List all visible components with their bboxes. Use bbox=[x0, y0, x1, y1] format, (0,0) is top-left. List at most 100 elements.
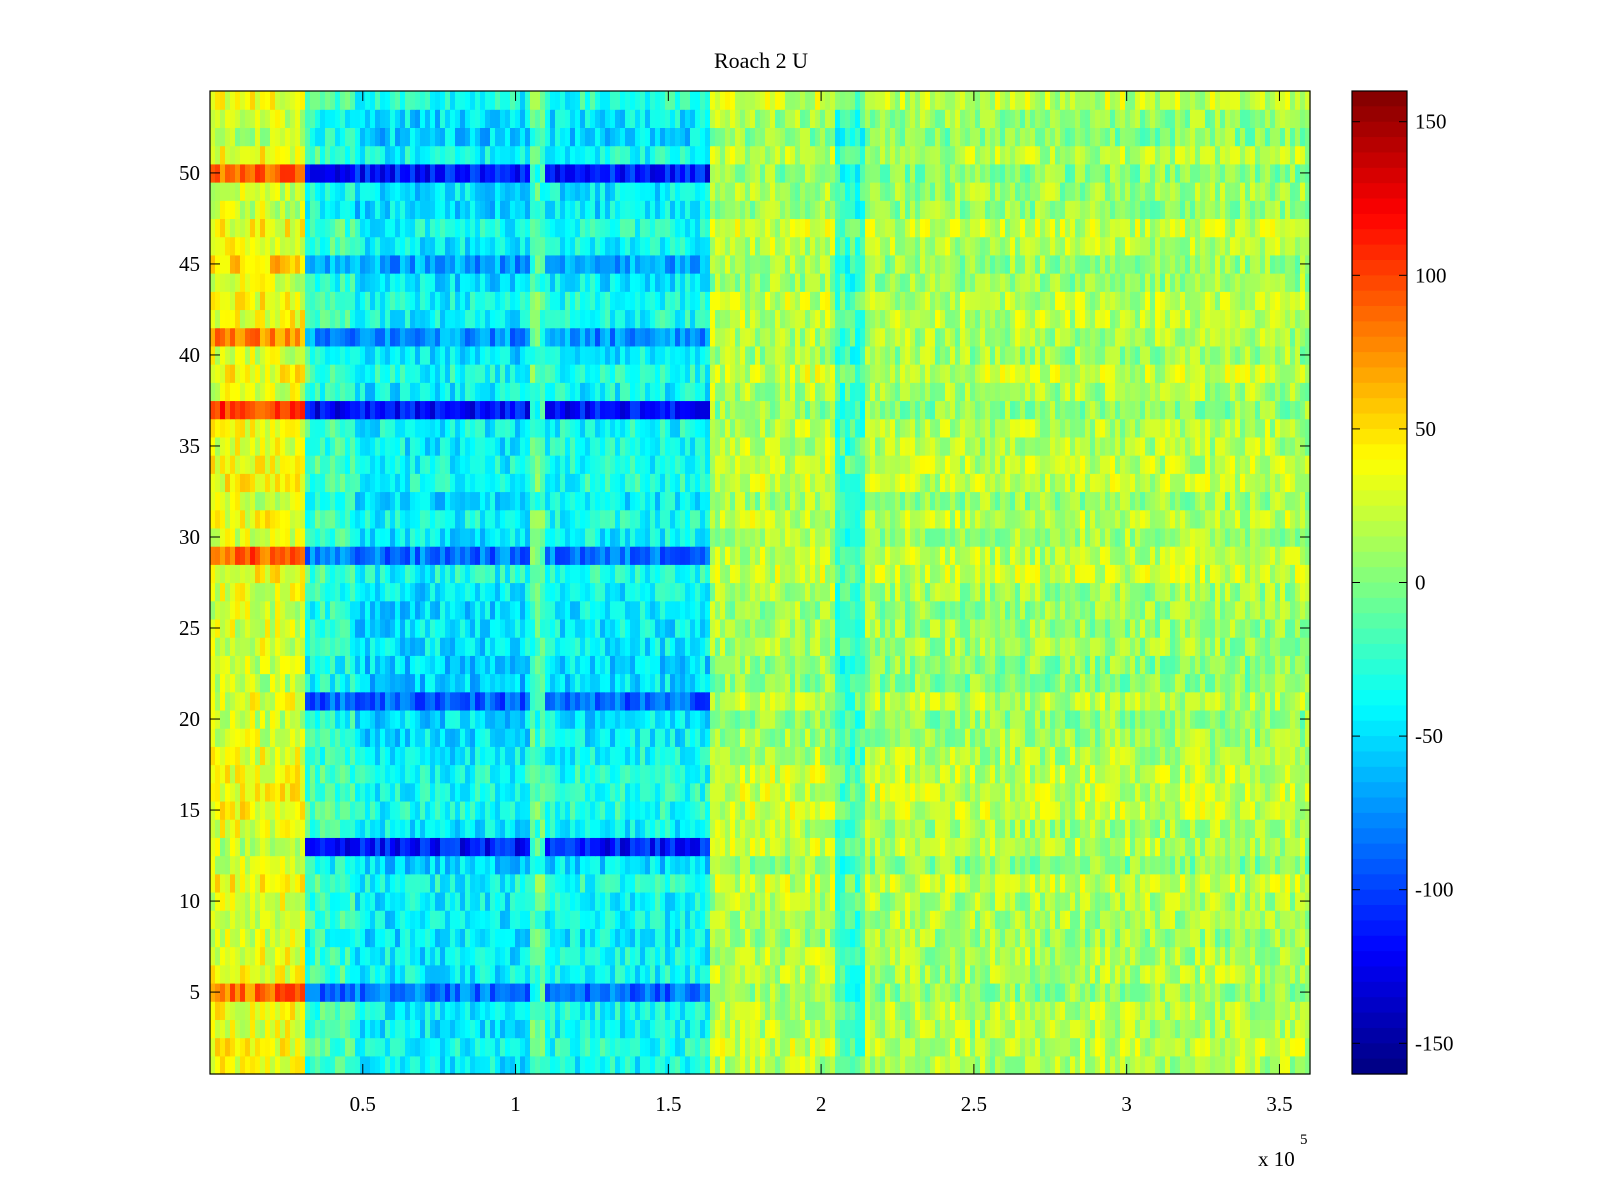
heatmap-cell bbox=[885, 800, 891, 820]
heatmap-cell bbox=[900, 982, 906, 1002]
heatmap-cell bbox=[895, 691, 901, 711]
heatmap-cell bbox=[470, 655, 476, 675]
heatmap-cell bbox=[305, 800, 311, 820]
heatmap-cell bbox=[500, 728, 506, 747]
heatmap-cell bbox=[735, 1019, 741, 1039]
heatmap-cell bbox=[1200, 764, 1206, 784]
heatmap-cell bbox=[435, 964, 441, 984]
heatmap-cell bbox=[590, 800, 596, 820]
heatmap-cell bbox=[1065, 837, 1071, 857]
heatmap-cell bbox=[470, 800, 476, 820]
heatmap-cell bbox=[595, 1001, 601, 1020]
heatmap-cell bbox=[1050, 910, 1056, 929]
heatmap-cell bbox=[480, 910, 486, 929]
heatmap-cell bbox=[800, 728, 806, 747]
heatmap-cell bbox=[315, 764, 321, 784]
heatmap-cell bbox=[800, 873, 806, 893]
heatmap-cell bbox=[250, 746, 256, 766]
heatmap-cell bbox=[1035, 709, 1041, 729]
heatmap-cell bbox=[915, 728, 921, 747]
heatmap-cell bbox=[1185, 691, 1191, 711]
heatmap-cell bbox=[595, 709, 601, 729]
heatmap-cell bbox=[1150, 746, 1156, 766]
heatmap-cell bbox=[545, 764, 551, 784]
heatmap-cell bbox=[495, 673, 501, 693]
heatmap-cell bbox=[990, 1037, 996, 1057]
heatmap-cell bbox=[555, 1055, 561, 1075]
heatmap-cell bbox=[595, 728, 601, 747]
heatmap-cell bbox=[1225, 837, 1231, 857]
heatmap-cell bbox=[1235, 855, 1241, 875]
heatmap-cell bbox=[1085, 819, 1091, 838]
heatmap-cell bbox=[1010, 673, 1016, 693]
heatmap-cell bbox=[600, 964, 606, 984]
heatmap-cell bbox=[1195, 855, 1201, 875]
heatmap-cell bbox=[220, 964, 226, 984]
heatmap-cell bbox=[385, 1019, 391, 1039]
heatmap-cell bbox=[670, 1037, 676, 1057]
heatmap-cell bbox=[1155, 1019, 1161, 1039]
heatmap-cell bbox=[615, 946, 621, 966]
heatmap-cell bbox=[560, 855, 566, 875]
heatmap-cell bbox=[1270, 928, 1276, 948]
heatmap-cell bbox=[1225, 709, 1231, 729]
heatmap-cell bbox=[1110, 837, 1116, 857]
heatmap-cell bbox=[745, 1037, 751, 1057]
heatmap-cell bbox=[675, 964, 681, 984]
heatmap-cell bbox=[1240, 673, 1246, 693]
heatmap-cell bbox=[895, 709, 901, 729]
heatmap-cell bbox=[1080, 891, 1086, 911]
heatmap-cell bbox=[760, 1019, 766, 1039]
heatmap-cell bbox=[680, 1055, 686, 1075]
heatmap-cell bbox=[360, 800, 366, 820]
heatmap-cell bbox=[590, 873, 596, 893]
heatmap-cell bbox=[360, 946, 366, 966]
heatmap-cell bbox=[1235, 1037, 1241, 1057]
heatmap-cell bbox=[305, 837, 311, 857]
heatmap-cell bbox=[700, 946, 706, 966]
heatmap-cell bbox=[985, 928, 991, 948]
heatmap-cell bbox=[1280, 782, 1286, 802]
heatmap-cell bbox=[820, 746, 826, 766]
heatmap-cell bbox=[630, 819, 636, 838]
heatmap-cell bbox=[880, 746, 886, 766]
heatmap-cell bbox=[515, 746, 521, 766]
heatmap-cell bbox=[925, 655, 931, 675]
heatmap-cell bbox=[355, 946, 361, 966]
heatmap-cell bbox=[735, 819, 741, 838]
heatmap-cell bbox=[665, 655, 671, 675]
heatmap-cell bbox=[845, 1019, 851, 1039]
heatmap-cell bbox=[480, 873, 486, 893]
heatmap-cell bbox=[990, 910, 996, 929]
heatmap-cell bbox=[290, 691, 296, 711]
heatmap-cell bbox=[840, 673, 846, 693]
heatmap-cell bbox=[315, 691, 321, 711]
heatmap-cell bbox=[1235, 728, 1241, 747]
heatmap-cell bbox=[775, 946, 781, 966]
heatmap-cell bbox=[1255, 982, 1261, 1002]
heatmap-cell bbox=[815, 782, 821, 802]
heatmap-cell bbox=[580, 855, 586, 875]
heatmap-cell bbox=[815, 910, 821, 929]
heatmap-cell bbox=[1110, 1001, 1116, 1020]
heatmap-cell bbox=[635, 655, 641, 675]
heatmap-cell bbox=[245, 746, 251, 766]
heatmap-cell bbox=[845, 964, 851, 984]
heatmap-cell bbox=[1135, 764, 1141, 784]
heatmap-cell bbox=[1185, 928, 1191, 948]
heatmap-cell bbox=[910, 655, 916, 675]
heatmap-cell bbox=[1040, 782, 1046, 802]
heatmap-cell bbox=[730, 1001, 736, 1020]
heatmap-cell bbox=[850, 709, 856, 729]
heatmap-cell bbox=[720, 928, 726, 948]
heatmap-cell bbox=[1250, 819, 1256, 838]
heatmap-cell bbox=[970, 1001, 976, 1020]
heatmap-cell bbox=[795, 928, 801, 948]
heatmap-cell bbox=[425, 1019, 431, 1039]
heatmap-cell bbox=[720, 910, 726, 929]
heatmap-cell bbox=[795, 855, 801, 875]
heatmap-cell bbox=[1120, 1055, 1126, 1075]
heatmap-cell bbox=[995, 800, 1001, 820]
heatmap-cell bbox=[375, 764, 381, 784]
heatmap-cell bbox=[500, 964, 506, 984]
